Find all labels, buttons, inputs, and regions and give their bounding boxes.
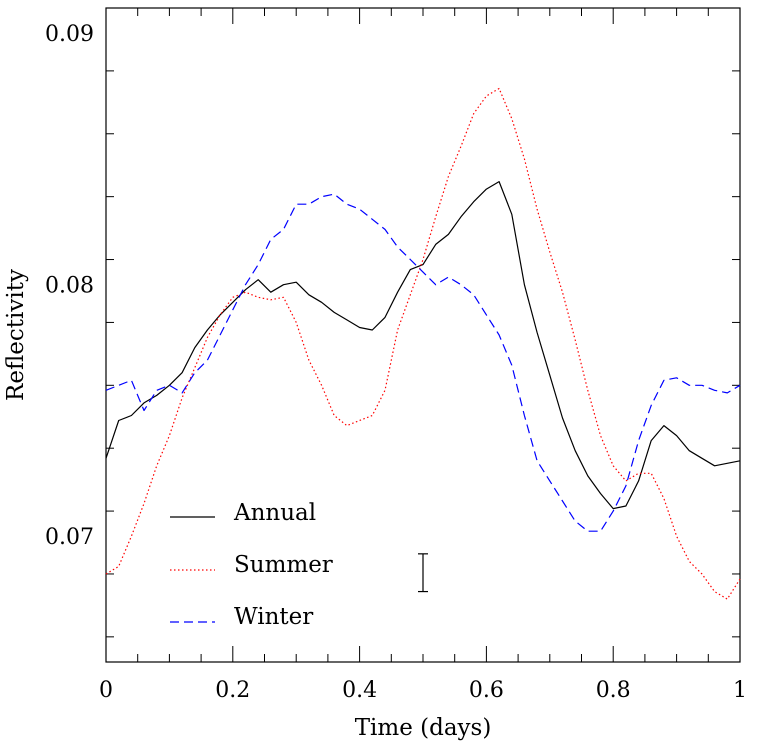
- series-layer: [105, 87, 741, 600]
- y-axis-title: Reflectivity: [3, 269, 29, 401]
- x-tick-label: 0: [99, 678, 113, 703]
- legend: Annual Summer Winter: [170, 500, 333, 630]
- series-line-summer: [105, 87, 741, 600]
- y-tick-label: 0.08: [45, 274, 94, 299]
- x-tick-label: 0.6: [469, 678, 504, 703]
- series-line-winter: [105, 193, 741, 532]
- legend-label-annual: Annual: [233, 500, 316, 526]
- legend-label-summer: Summer: [234, 552, 333, 578]
- error-bar: [418, 553, 428, 593]
- x-tick-label: 0.8: [596, 678, 631, 703]
- x-tick-label: 1: [733, 678, 747, 703]
- legend-label-winter: Winter: [234, 604, 313, 630]
- y-tick-label: 0.07: [45, 525, 94, 550]
- series-line-annual: [105, 181, 741, 510]
- x-tick-label: 0.2: [215, 678, 250, 703]
- axis-ticks: 0 0.2 0.4 0.6 0.8 1 0.07 0.08 0.09: [45, 7, 747, 703]
- y-tick-label: 0.09: [45, 22, 94, 47]
- x-axis-title: Time (days): [355, 715, 492, 741]
- x-tick-label: 0.4: [342, 678, 377, 703]
